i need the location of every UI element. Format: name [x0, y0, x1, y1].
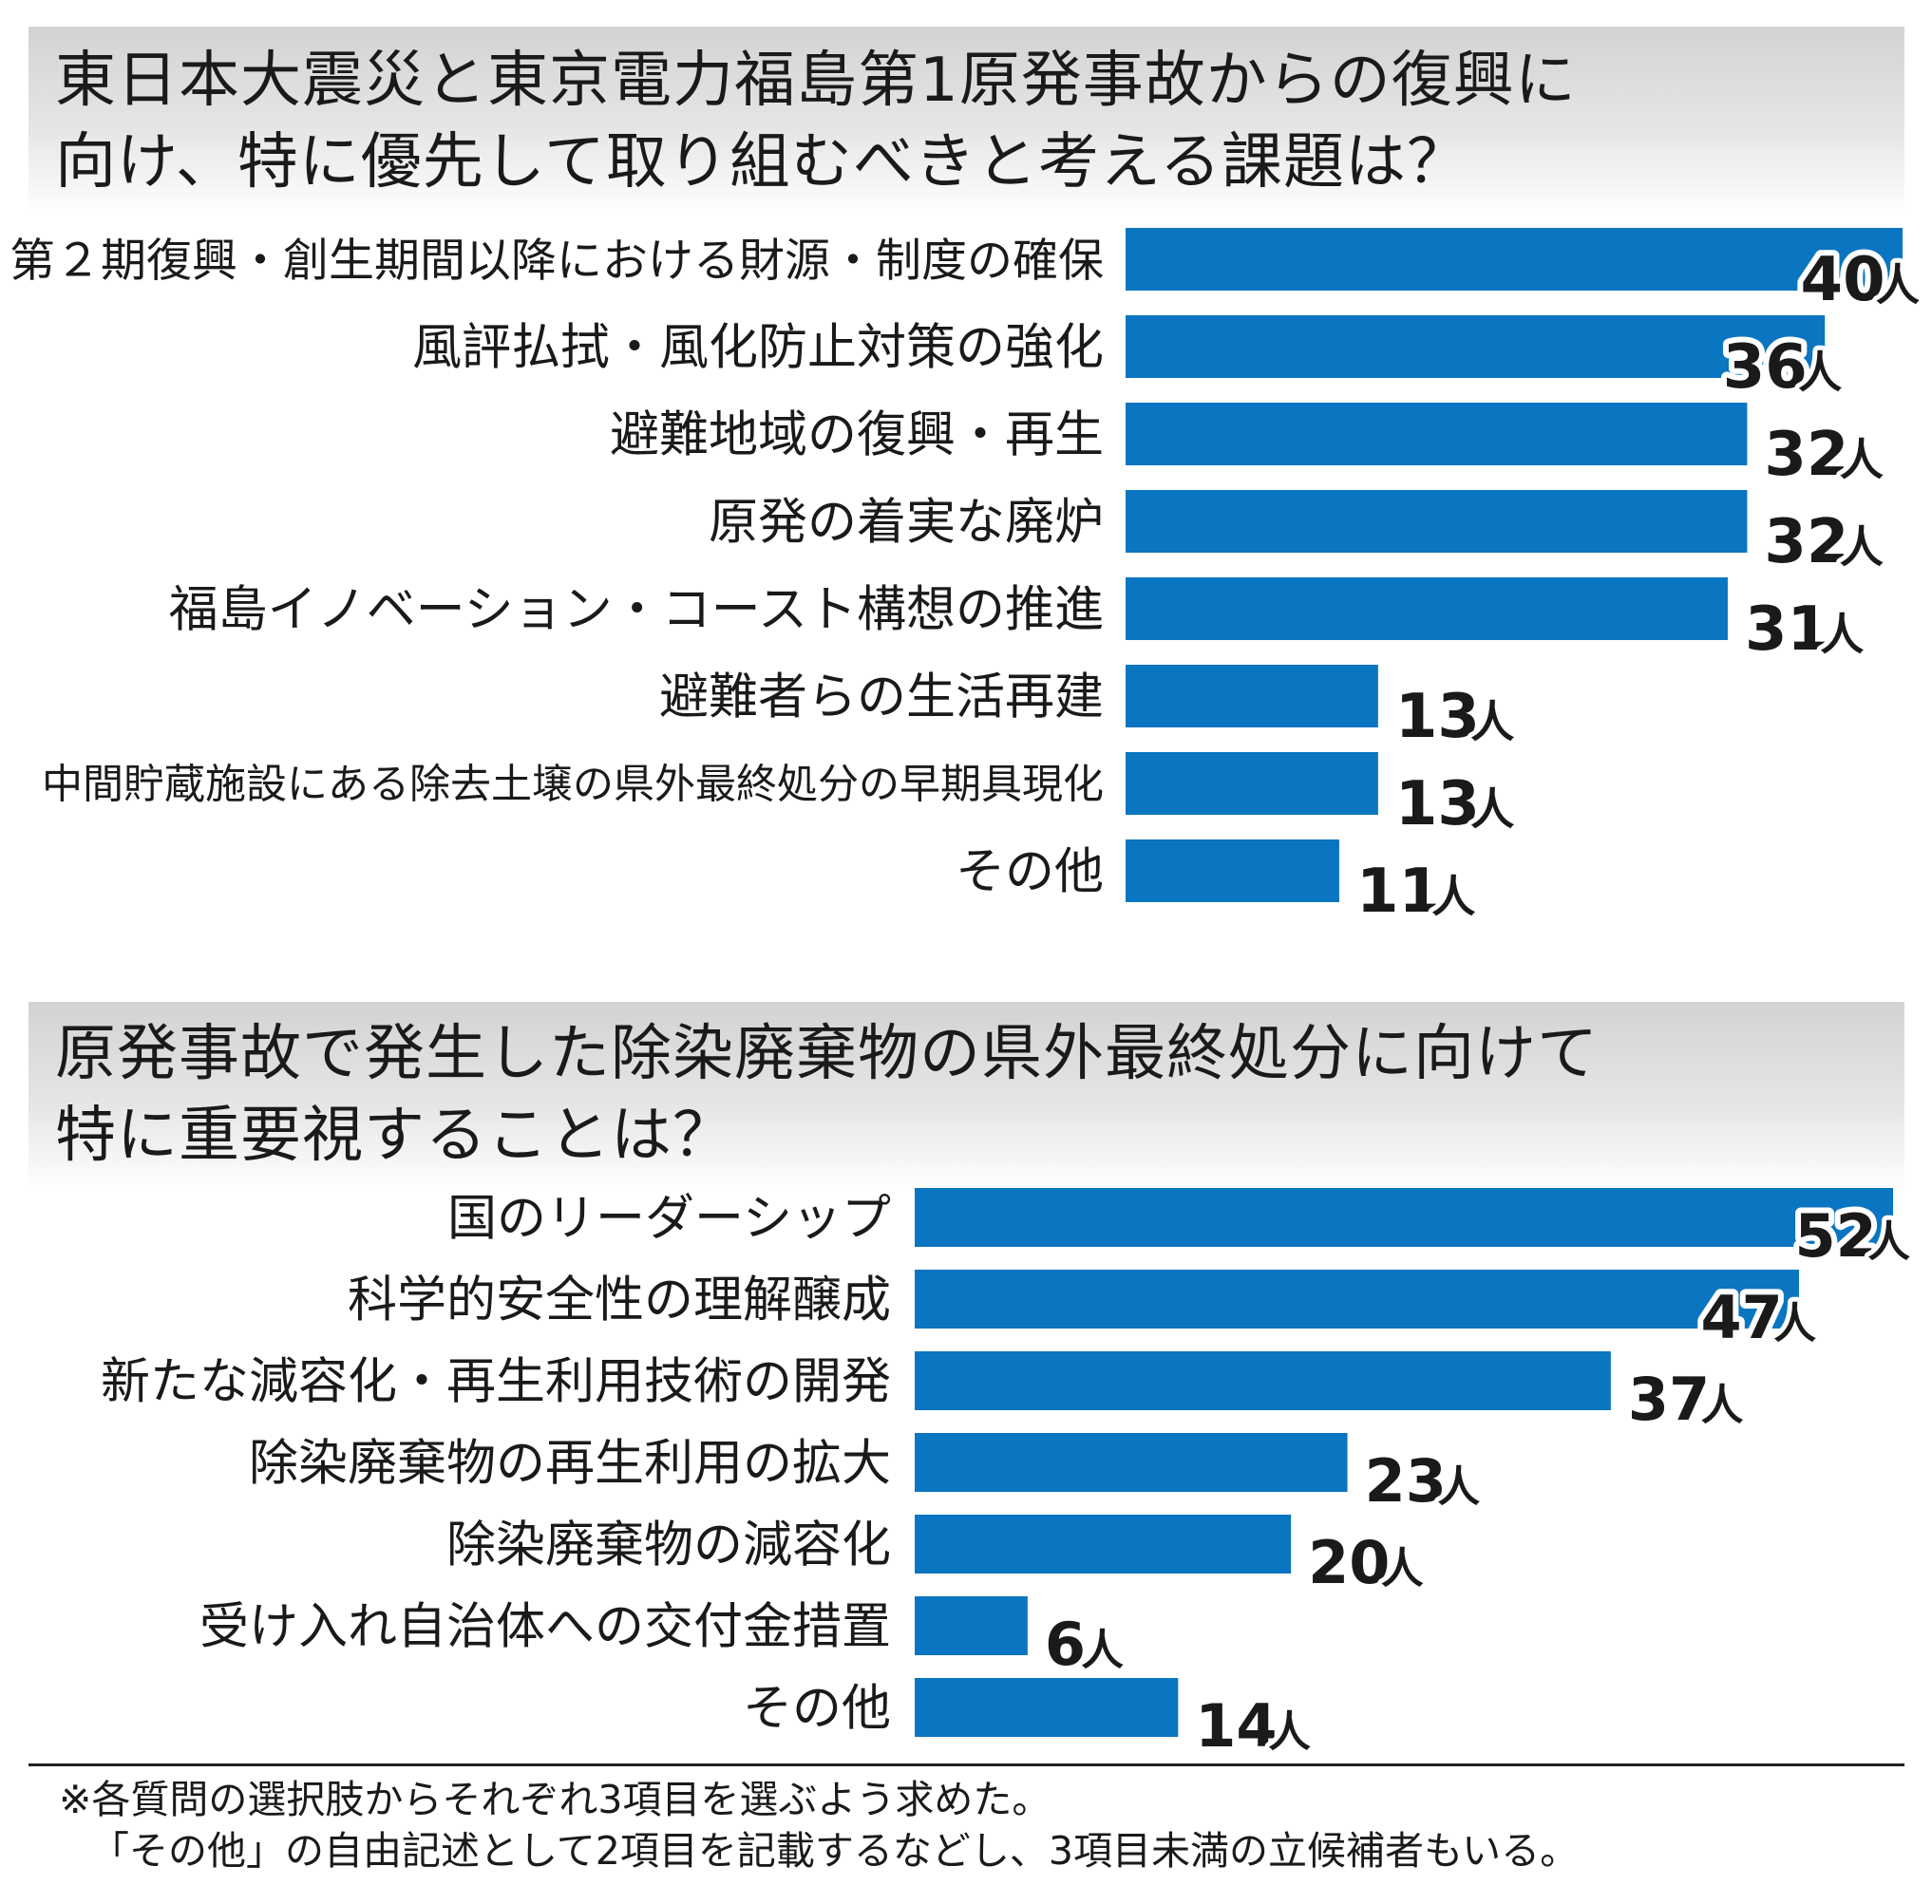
chart2-value-number: 47 — [1700, 1283, 1782, 1352]
chart2-value-number: 37 — [1628, 1365, 1710, 1434]
chart1-category-label: 中間貯蔵施設にある除去土壌の県外最終処分の早期具現化 — [42, 761, 1104, 808]
chart1-value-number: 13 — [1395, 769, 1480, 839]
chart2-category-label: 国のリーダーシップ — [447, 1191, 891, 1248]
chart1-value-number: 32 — [1764, 507, 1848, 577]
chart2-value-unit: 人 — [1867, 1217, 1910, 1267]
chart2-value-label: 14人 — [1189, 1686, 1316, 1762]
chart1-value-label: 36人 — [1717, 327, 1847, 408]
chart1-value-label: 11人 — [1351, 851, 1480, 916]
chart1-value-number: 40 — [1801, 245, 1885, 315]
footnote-line2: 「その他」の自由記述として2項目を記載するなどし、3項目未満の立候補者もいる。 — [90, 1828, 1580, 1874]
chart2-value-unit: 人 — [1081, 1626, 1124, 1675]
chart2-value-number: 14 — [1195, 1691, 1277, 1761]
chart2-value-number: 23 — [1365, 1446, 1447, 1516]
chart1-value-unit: 人 — [1840, 521, 1884, 573]
footnote-line1: ※各質問の選択肢からそれぞれ3項目を選ぶよう求めた。 — [59, 1777, 1051, 1822]
chart2-category-label: 科学的安全性の理解醸成 — [348, 1272, 891, 1329]
chart2-value-unit: 人 — [1701, 1381, 1744, 1430]
chart2-value-label: 6人 — [1039, 1604, 1128, 1685]
chart2-value-label: 37人 — [1622, 1359, 1749, 1440]
chart1-value-label: 13人 — [1390, 676, 1519, 758]
chart1-header — [28, 27, 1904, 217]
chart1-category-label: 原発の着実な廃炉 — [709, 495, 1104, 552]
chart1-category-label: その他 — [956, 844, 1104, 901]
chart1-category-label: 避難地域の復興・再生 — [610, 407, 1104, 464]
chart2-value-number: 6 — [1045, 1610, 1086, 1679]
chart1-value-unit: 人 — [1820, 609, 1864, 660]
chart2-bar — [915, 1433, 1348, 1492]
chart1-title-line2: 向け、特に優先して取り組むべきと考える課題は？ — [55, 127, 1468, 198]
chart1-category-label: 第２期復興・創生期間以降における財源・制度の確保 — [9, 234, 1104, 287]
chart1-value-unit: 人 — [1876, 259, 1920, 311]
chart2-category-label: 除染廃棄物の再生利用の拡大 — [249, 1436, 891, 1493]
chart2-value-label: 20人 — [1302, 1522, 1429, 1603]
chart1-bar — [1126, 752, 1378, 815]
chart2-category-label: 除染廃棄物の減容化 — [446, 1518, 891, 1574]
chart1-value-label: 32人 — [1758, 414, 1887, 496]
chart2-value-number: 20 — [1308, 1528, 1390, 1597]
chart1-value-unit: 人 — [1840, 434, 1884, 485]
chart1-value-number: 32 — [1764, 420, 1848, 490]
chart1-value-label: 31人 — [1739, 589, 1868, 670]
chart2-category-label: その他 — [743, 1681, 891, 1738]
footnote-divider — [28, 1763, 1904, 1766]
chart2-bar — [915, 1188, 1893, 1247]
chart1-bar — [1126, 490, 1748, 553]
chart2-value-unit: 人 — [1381, 1544, 1424, 1593]
chart1-category-label: 福島イノベーション・コースト構想の推進 — [169, 582, 1104, 639]
chart2-title-line1: 原発事故で発生した除染廃棄物の県外最終処分に向けて — [55, 1019, 1599, 1089]
chart1-value-label: 32人 — [1758, 501, 1887, 583]
chart1-value-unit: 人 — [1470, 696, 1514, 747]
chart2-bar — [915, 1596, 1028, 1655]
chart1-value-label: 13人 — [1390, 763, 1519, 845]
chart1-category-label: 風評払拭・風化防止対策の強化 — [412, 320, 1104, 377]
chart1-title: 東日本大震災と東京電力福島第1原発事故からの復興に 向け、特に優先して取り組むべ… — [55, 40, 1917, 203]
chart2-value-unit: 人 — [1268, 1707, 1311, 1757]
chart1-value-number: 11 — [1356, 857, 1441, 916]
chart2-value-label: 47人 — [1695, 1277, 1821, 1358]
chart2-value-unit: 人 — [1437, 1462, 1480, 1512]
chart2-title: 原発事故で発生した除染廃棄物の県外最終処分に向けて 特に重要視することは？ — [55, 1013, 1917, 1177]
chart1-value-unit: 人 — [1798, 347, 1842, 398]
chart2-value-unit: 人 — [1773, 1299, 1816, 1348]
chart2-bar — [915, 1515, 1292, 1574]
chart1-title-line1: 東日本大震災と東京電力福島第1原発事故からの復興に — [55, 46, 1577, 116]
chart1-bar — [1126, 403, 1748, 465]
chart2-category-label: 受け入れ自治体への交付金措置 — [199, 1599, 891, 1656]
chart1-value-unit: 人 — [1431, 871, 1475, 916]
chart2-bar — [915, 1270, 1799, 1329]
chart2-value-label: 52人 — [1789, 1196, 1915, 1276]
chart2-bar — [915, 1678, 1179, 1737]
chart1-value-number: 31 — [1745, 594, 1829, 665]
chart1-bar — [1126, 665, 1378, 727]
chart1-bar — [1126, 228, 1903, 291]
chart1-value-label: 40人 — [1795, 239, 1924, 321]
chart1-bar — [1126, 839, 1339, 902]
chart1-bar — [1126, 315, 1826, 378]
chart2-value-label: 23人 — [1359, 1441, 1486, 1521]
chart2-header — [28, 1002, 1904, 1192]
chart1-value-number: 36 — [1723, 332, 1808, 403]
chart2-title-line2: 特に重要視することは？ — [55, 1101, 734, 1171]
chart1-category-label: 避難者らの生活再建 — [659, 669, 1104, 726]
chart1-bar — [1126, 577, 1728, 640]
chart1-bars: 第２期復興・創生期間以降における財源・制度の確保 40人風評払拭・風化防止対策の強… — [9, 228, 1924, 916]
chart1-value-number: 13 — [1395, 682, 1480, 752]
chart2-bar — [915, 1351, 1611, 1410]
chart2-value-number: 52 — [1794, 1201, 1876, 1271]
chart2-category-label: 新たな減容化・再生利用技術の開発 — [101, 1354, 891, 1411]
chart1-value-unit: 人 — [1470, 783, 1514, 835]
